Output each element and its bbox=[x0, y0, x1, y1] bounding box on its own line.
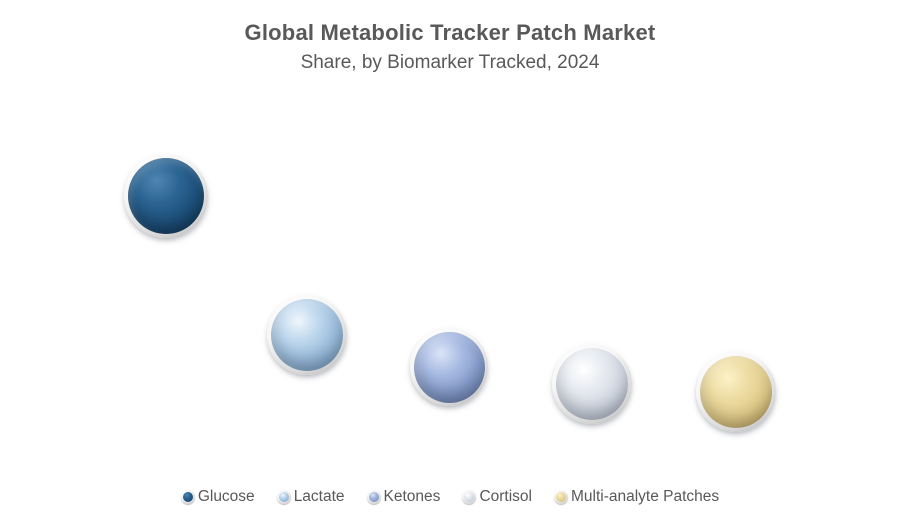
multi-analyte-patches-legend-marker-ball bbox=[555, 492, 566, 502]
legend-item-ketones: Ketones bbox=[366, 488, 441, 506]
legend-item-multi-analyte-patches: Multi-analyte Patches bbox=[553, 488, 720, 506]
ketones-bubble-surface bbox=[413, 331, 485, 403]
legend-item-cortisol: Cortisol bbox=[462, 488, 532, 506]
bubble-cortisol bbox=[552, 344, 632, 424]
glucose-legend-marker-ball bbox=[182, 492, 193, 502]
legend-label-ketones: Ketones bbox=[383, 488, 441, 505]
legend: Glucose Lactate Ketones Cortisol Multi-analy… bbox=[0, 488, 900, 506]
multi-analyte-patches-bubble-surface bbox=[699, 355, 773, 429]
multi-analyte-patches-legend-marker-icon bbox=[553, 490, 568, 504]
bubble-ketones bbox=[410, 328, 488, 406]
lactate-bubble-surface bbox=[270, 298, 344, 372]
ketones-legend-marker-ball bbox=[368, 492, 379, 502]
bubble-glucose bbox=[124, 154, 208, 238]
legend-label-cortisol: Cortisol bbox=[479, 488, 532, 505]
glucose-legend-marker-icon bbox=[180, 490, 195, 504]
legend-label-multi-analyte-patches: Multi-analyte Patches bbox=[570, 488, 720, 505]
lactate-legend-marker-icon bbox=[276, 490, 291, 504]
chart-title: Global Metabolic Tracker Patch Market bbox=[244, 20, 656, 45]
cortisol-legend-marker-icon bbox=[462, 490, 477, 504]
bubble-multi-analyte-patches bbox=[696, 352, 776, 432]
legend-item-glucose: Glucose bbox=[180, 488, 255, 506]
bubble-lactate bbox=[267, 295, 347, 375]
chart-subtitle: Share, by Biomarker Tracked, 2024 bbox=[300, 52, 600, 73]
glucose-bubble-surface bbox=[127, 157, 205, 235]
lactate-legend-marker-ball bbox=[278, 492, 289, 502]
legend-label-glucose: Glucose bbox=[197, 488, 255, 505]
cortisol-bubble-surface bbox=[555, 347, 629, 421]
legend-item-lactate: Lactate bbox=[276, 488, 345, 506]
legend-label-lactate: Lactate bbox=[293, 488, 345, 505]
cortisol-legend-marker-ball bbox=[464, 492, 475, 502]
ketones-legend-marker-icon bbox=[366, 490, 381, 504]
